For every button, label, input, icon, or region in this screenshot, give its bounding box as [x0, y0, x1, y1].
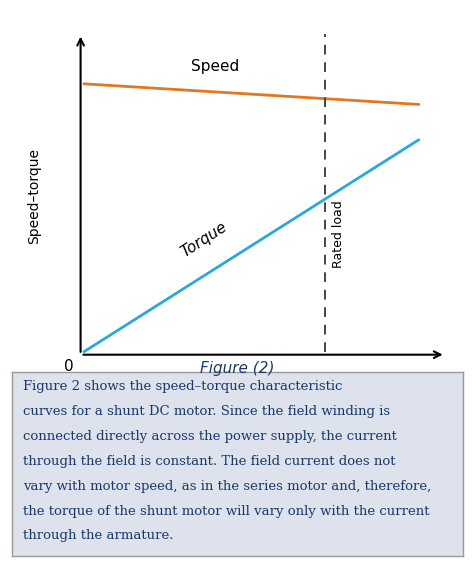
Text: curves for a shunt DC motor. Since the field winding is: curves for a shunt DC motor. Since the f… [23, 405, 390, 418]
Text: Figure 2 shows the speed–torque characteristic: Figure 2 shows the speed–torque characte… [23, 380, 343, 393]
Text: 0: 0 [64, 359, 73, 374]
Text: connected directly across the power supply, the current: connected directly across the power supp… [23, 430, 397, 443]
Text: Rated load: Rated load [332, 200, 345, 268]
Text: the torque of the shunt motor will vary only with the current: the torque of the shunt motor will vary … [23, 504, 429, 517]
Text: vary with motor speed, as in the series motor and, therefore,: vary with motor speed, as in the series … [23, 480, 431, 493]
Text: through the armature.: through the armature. [23, 529, 173, 543]
Text: Speed: Speed [191, 59, 239, 74]
Text: through the field is constant. The field current does not: through the field is constant. The field… [23, 455, 396, 468]
Text: Current: Current [233, 381, 290, 396]
Text: Torque: Torque [178, 219, 229, 260]
Text: Figure (2): Figure (2) [200, 361, 274, 377]
Text: Speed–torque: Speed–torque [27, 148, 41, 244]
